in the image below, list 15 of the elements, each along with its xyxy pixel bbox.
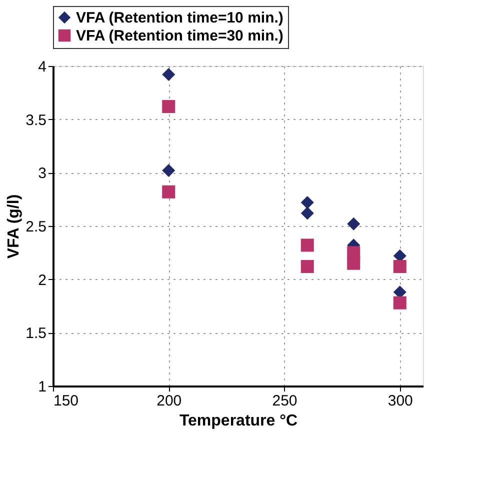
y-axis-title: VFA (g/l) <box>6 194 23 259</box>
y-tick-label: 1.5 <box>26 325 46 342</box>
y-tick-label: 3.5 <box>26 112 46 129</box>
y-tick-label: 3 <box>38 165 46 182</box>
y-tick-label: 2 <box>38 272 46 289</box>
x-tick-label: 200 <box>156 392 182 410</box>
x-axis-title: Temperature °C <box>179 412 298 430</box>
legend-label: VFA (Retention time=10 min.) <box>76 10 284 26</box>
x-tick-label: 150 <box>54 392 79 410</box>
y-tick-label: 2.5 <box>26 218 46 236</box>
legend-label: VFA (Retention time=30 min.) <box>76 28 284 44</box>
x-tick-label: 300 <box>388 392 413 410</box>
y-tick-label: 1 <box>38 378 46 396</box>
x-tick-label: 250 <box>272 392 298 410</box>
y-tick-label: 4 <box>38 58 46 76</box>
